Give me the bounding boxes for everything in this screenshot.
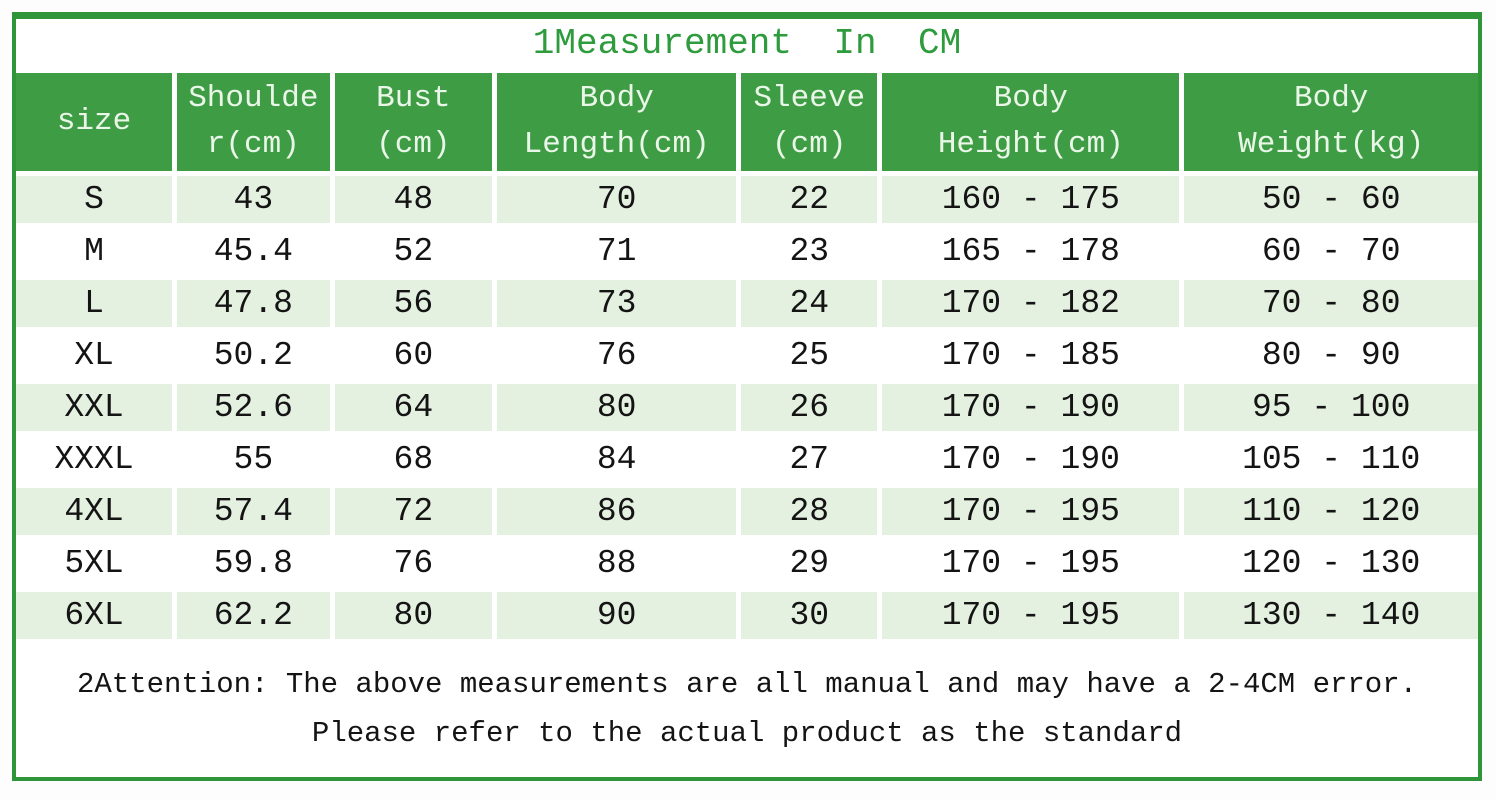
sleeve-value: 25 [741,332,878,379]
col-header-bust: Bust (cm) [334,73,493,171]
table-row-xxxl: XXXL 55 68 84 27 170 - 190 105 - 110 [16,436,1478,483]
body-height-value: 170 - 195 [882,488,1180,535]
size-label: S [16,176,173,223]
body-length-value: 84 [497,436,737,483]
bust-value: 48 [334,176,493,223]
header-row: size Shoulde r(cm) Bust (cm) Body Length… [16,73,1478,171]
bust-value: 60 [334,332,493,379]
body-height-value: 170 - 185 [882,332,1180,379]
bust-value: 64 [334,384,493,431]
size-label: M [16,228,173,275]
size-table-wrap: size Shoulde r(cm) Bust (cm) Body Length… [11,68,1483,644]
col-header-shoulder: Shoulde r(cm) [177,73,330,171]
body-weight-value: 105 - 110 [1184,436,1478,483]
table-row-l: L 47.8 56 73 24 170 - 182 70 - 80 [16,280,1478,327]
shoulder-value: 62.2 [177,592,330,639]
shoulder-value: 47.8 [177,280,330,327]
body-height-value: 170 - 190 [882,436,1180,483]
body-length-value: 80 [497,384,737,431]
col-header-size: size [16,73,173,171]
shoulder-value: 57.4 [177,488,330,535]
sleeve-value: 30 [741,592,878,639]
bust-value: 72 [334,488,493,535]
size-label: 5XL [16,540,173,587]
shoulder-value: 50.2 [177,332,330,379]
sleeve-value: 28 [741,488,878,535]
body-height-value: 160 - 175 [882,176,1180,223]
bust-value: 56 [334,280,493,327]
body-length-value: 86 [497,488,737,535]
bust-value: 68 [334,436,493,483]
body-weight-value: 70 - 80 [1184,280,1478,327]
body-weight-value: 50 - 60 [1184,176,1478,223]
table-row-6xl: 6XL 62.2 80 90 30 170 - 195 130 - 140 [16,592,1478,639]
sleeve-value: 23 [741,228,878,275]
col-header-body-height: Body Height(cm) [882,73,1180,171]
body-length-value: 76 [497,332,737,379]
bust-value: 80 [334,592,493,639]
col-header-sleeve: Sleeve (cm) [741,73,878,171]
bust-value: 52 [334,228,493,275]
size-label: XL [16,332,173,379]
body-length-value: 88 [497,540,737,587]
col-header-body-weight: Body Weight(kg) [1184,73,1478,171]
sleeve-value: 26 [741,384,878,431]
table-row-4xl: 4XL 57.4 72 86 28 170 - 195 110 - 120 [16,488,1478,535]
body-weight-value: 130 - 140 [1184,592,1478,639]
size-table: size Shoulde r(cm) Bust (cm) Body Length… [11,68,1483,644]
table-row-m: M 45.4 52 71 23 165 - 178 60 - 70 [16,228,1478,275]
body-weight-value: 95 - 100 [1184,384,1478,431]
table-row-5xl: 5XL 59.8 76 88 29 170 - 195 120 - 130 [16,540,1478,587]
shoulder-value: 45.4 [177,228,330,275]
body-weight-value: 110 - 120 [1184,488,1478,535]
size-label: XXL [16,384,173,431]
body-length-value: 70 [497,176,737,223]
size-chart-frame: 1Measurement In CM size Shoulde r(cm) Bu… [12,12,1482,781]
shoulder-value: 55 [177,436,330,483]
shoulder-value: 52.6 [177,384,330,431]
size-label: 4XL [16,488,173,535]
table-row-s: S 43 48 70 22 160 - 175 50 - 60 [16,176,1478,223]
note-line-1: 2Attention: The above measurements are a… [76,668,1418,701]
sleeve-value: 27 [741,436,878,483]
body-height-value: 170 - 190 [882,384,1180,431]
table-row-xxl: XXL 52.6 64 80 26 170 - 190 95 - 100 [16,384,1478,431]
body-length-value: 73 [497,280,737,327]
body-length-value: 90 [497,592,737,639]
body-weight-value: 120 - 130 [1184,540,1478,587]
body-height-value: 170 - 182 [882,280,1180,327]
size-label: L [16,280,173,327]
body-weight-value: 60 - 70 [1184,228,1478,275]
bust-value: 76 [334,540,493,587]
size-label: 6XL [16,592,173,639]
body-height-value: 165 - 178 [882,228,1180,275]
chart-title: 1Measurement In CM [532,23,962,64]
body-height-value: 170 - 195 [882,540,1180,587]
body-weight-value: 80 - 90 [1184,332,1478,379]
note-line-2: Please refer to the actual product as th… [311,717,1183,750]
body-height-value: 170 - 195 [882,592,1180,639]
sleeve-value: 29 [741,540,878,587]
table-row-xl: XL 50.2 60 76 25 170 - 185 80 - 90 [16,332,1478,379]
attention-notes: 2Attention: The above measurements are a… [16,644,1478,758]
col-header-body-length: Body Length(cm) [497,73,737,171]
sleeve-value: 24 [741,280,878,327]
sleeve-value: 22 [741,176,878,223]
shoulder-value: 43 [177,176,330,223]
shoulder-value: 59.8 [177,540,330,587]
body-length-value: 71 [497,228,737,275]
size-label: XXXL [16,436,173,483]
